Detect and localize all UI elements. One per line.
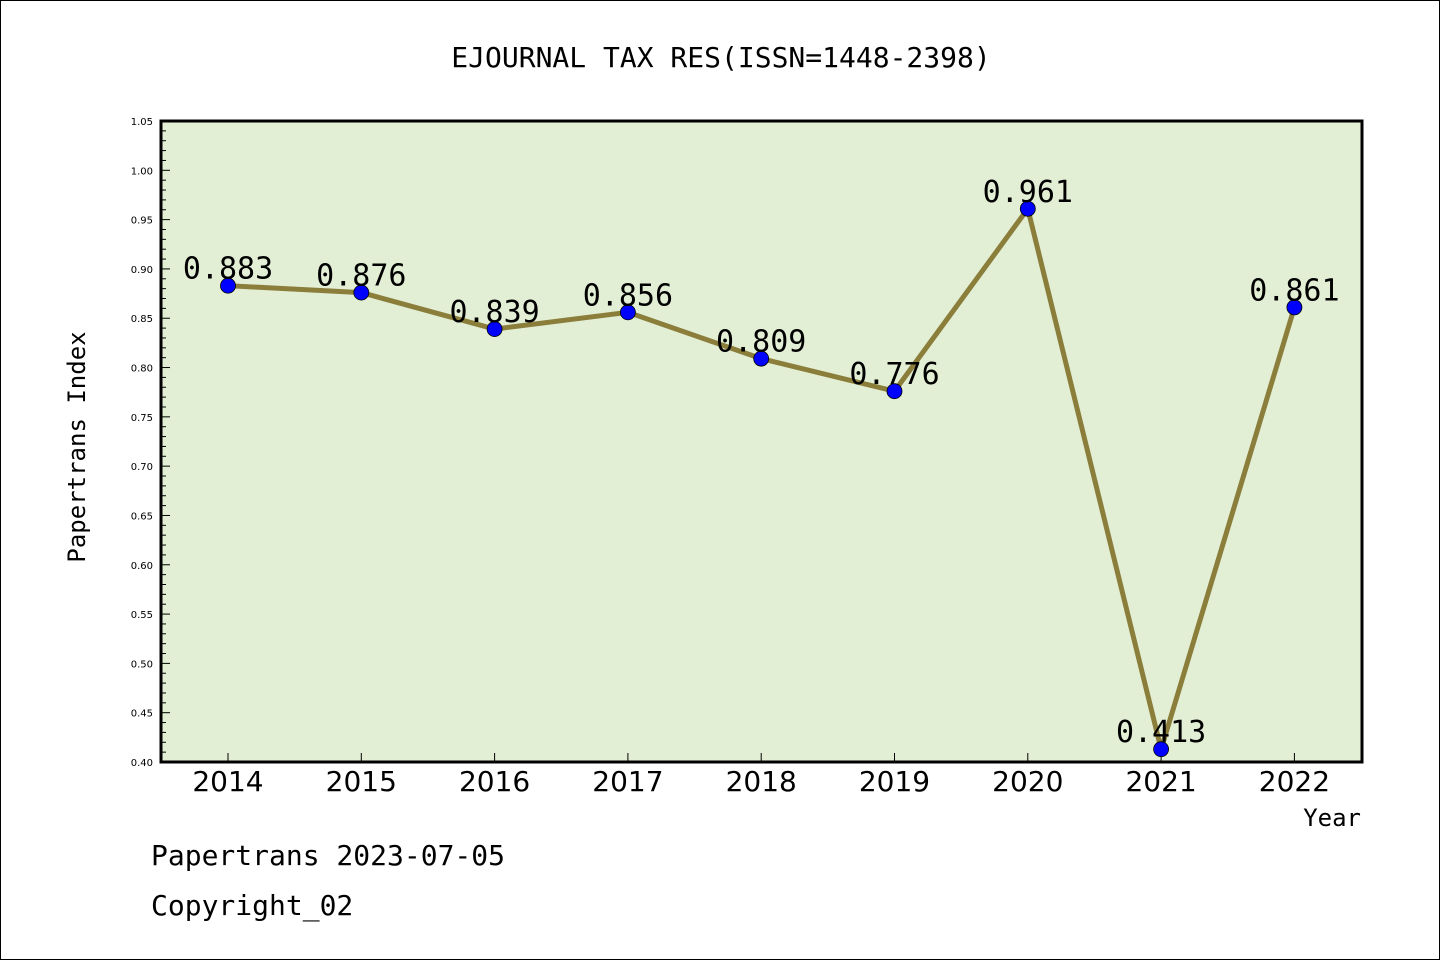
- x-tick-label: 2016: [459, 765, 530, 798]
- x-tick-label: 2018: [726, 765, 797, 798]
- y-tick-label: 0.95: [131, 216, 153, 227]
- data-point-label: 0.883: [183, 252, 273, 287]
- x-tick-label: 2021: [1125, 765, 1196, 798]
- footer-date: Papertrans 2023-07-05: [151, 839, 505, 872]
- data-point-label: 0.809: [716, 325, 806, 360]
- x-axis-ticks: 2014 2015 2016 2017 2018 2019 2020 2021 2022: [192, 753, 1330, 798]
- data-point-label: 0.961: [983, 175, 1073, 210]
- data-point-marker: [620, 304, 636, 321]
- y-tick-label: 0.40: [131, 758, 153, 769]
- x-tick-label: 2014: [192, 765, 263, 798]
- x-tick-label: 2017: [592, 765, 663, 798]
- data-point-marker: [353, 284, 370, 301]
- y-tick-label: 0.45: [131, 709, 153, 720]
- data-point-label: 0.876: [316, 259, 406, 294]
- y-tick-label: 1.00: [131, 166, 153, 177]
- data-point-marker: [220, 277, 236, 294]
- y-tick-label: 0.90: [131, 265, 153, 276]
- data-point-label: 0.839: [449, 295, 539, 330]
- y-tick-label: 0.65: [131, 511, 153, 522]
- data-series: [220, 200, 1303, 758]
- y-axis-ticks: 0.40 0.45 0.50 0.55 0.60 0.65 0.70 0.75 0.80 0.85…: [131, 117, 170, 769]
- y-tick-label: 0.85: [131, 314, 153, 325]
- y-tick-label: 0.80: [131, 364, 153, 375]
- data-point-label: 0.856: [583, 278, 673, 313]
- x-tick-label: 2015: [326, 765, 397, 798]
- data-point-marker: [486, 321, 503, 337]
- y-tick-label: 1.05: [131, 117, 153, 128]
- y-tick-label: 0.70: [131, 462, 153, 473]
- chart-title: EJOURNAL TAX RES(ISSN=1448-2398): [451, 41, 990, 74]
- y-tick-label: 0.60: [131, 561, 153, 572]
- data-point-label: 0.413: [1116, 715, 1206, 750]
- x-tick-label: 2020: [992, 765, 1063, 798]
- data-point-marker: [1019, 200, 1036, 217]
- data-point-marker: [1153, 741, 1169, 758]
- y-tick-label: 0.50: [131, 659, 153, 670]
- y-tick-label: 0.55: [131, 610, 153, 621]
- data-point-label: 0.861: [1249, 273, 1339, 308]
- x-tick-label: 2019: [859, 765, 930, 798]
- data-point-marker: [886, 383, 903, 400]
- plot-area: [159, 119, 1364, 764]
- x-axis-label: Year: [1303, 804, 1361, 832]
- data-labels: 0.883 0.876 0.839 0.856 0.809 0.776 0.961 0.413…: [183, 175, 1340, 750]
- data-point-marker: [753, 350, 770, 367]
- footer-copyright: Copyright_02: [151, 889, 353, 923]
- data-point-label: 0.776: [849, 357, 939, 392]
- x-tick-label: 2022: [1259, 765, 1330, 798]
- y-tick-label: 0.75: [131, 413, 153, 424]
- y-axis-label: Papertrans Index: [63, 331, 91, 562]
- data-point-marker: [1286, 299, 1303, 316]
